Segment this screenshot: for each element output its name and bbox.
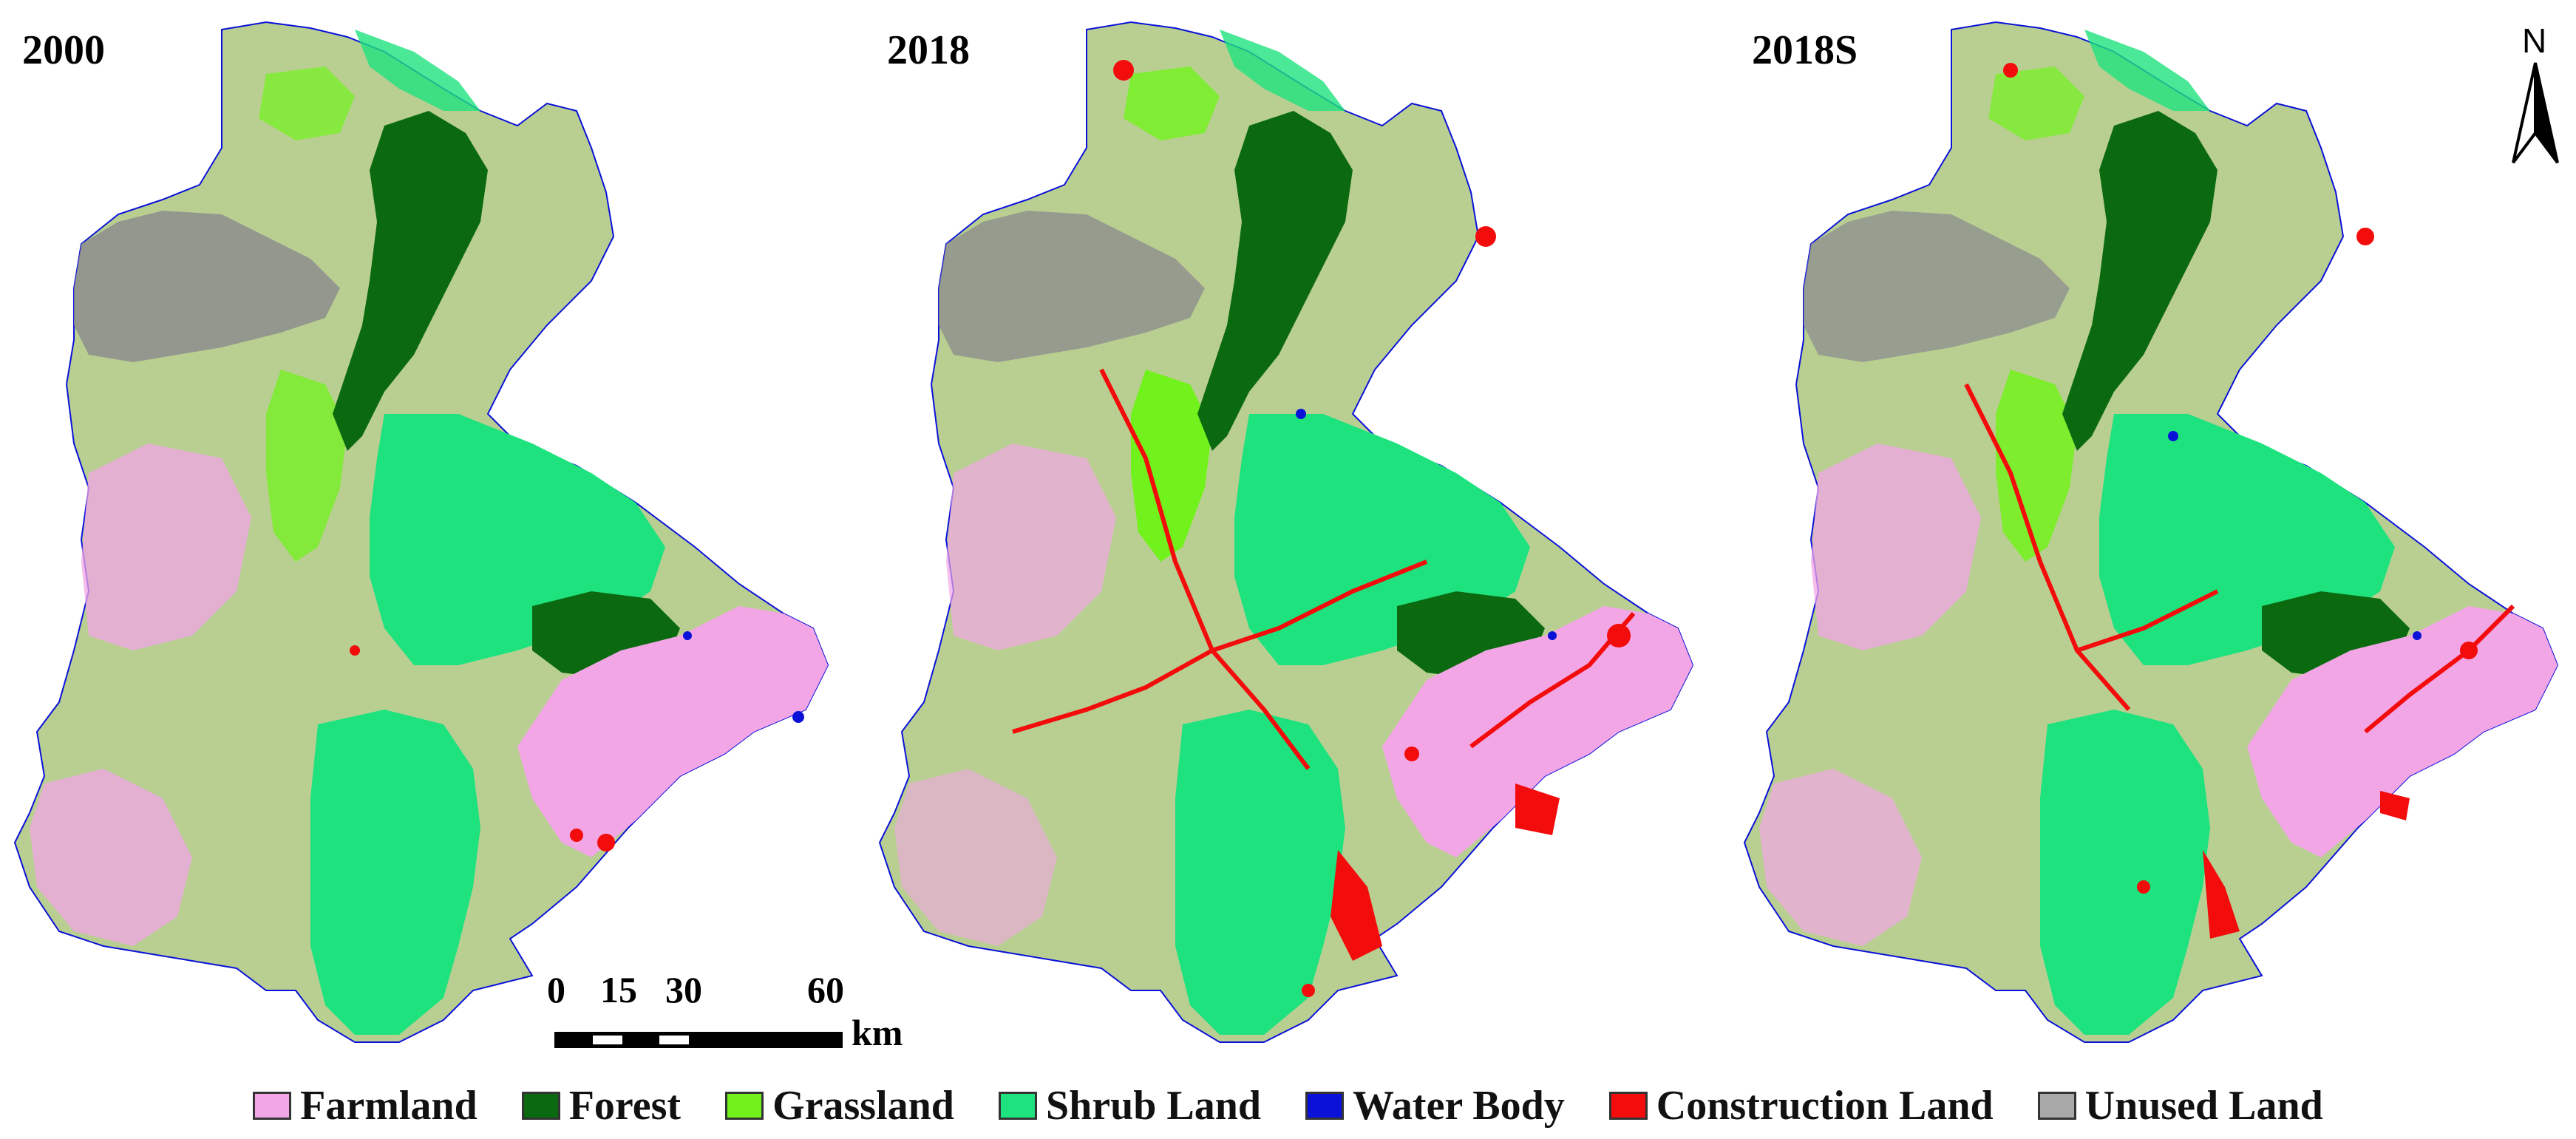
legend-item: Construction Land bbox=[1608, 1082, 1994, 1129]
water-spots bbox=[683, 631, 804, 723]
legend-label: Construction Land bbox=[1656, 1083, 1994, 1129]
construction-areas bbox=[1113, 60, 1631, 997]
construction-spots bbox=[350, 645, 615, 851]
water-body-swatch bbox=[1305, 1092, 1345, 1120]
scale-tick-label: 60 bbox=[807, 969, 844, 1010]
farmland-swatch bbox=[253, 1092, 292, 1120]
scale-unit: km bbox=[852, 1012, 903, 1053]
legend-label: Grassland bbox=[772, 1083, 954, 1129]
land-use-map-2018 bbox=[879, 21, 1693, 1043]
water-spots bbox=[1296, 409, 1557, 640]
construction-areas bbox=[2003, 63, 2478, 939]
grassland-swatch bbox=[725, 1092, 764, 1120]
panel-title: 2018S bbox=[1752, 27, 1858, 73]
legend-item: Unused Land bbox=[2037, 1082, 2323, 1129]
unused-land-swatch bbox=[2037, 1092, 2076, 1120]
legend-item: Shrub Land bbox=[998, 1082, 1262, 1129]
legend-label: Forest bbox=[568, 1083, 682, 1129]
map-panel-2000: 2000 bbox=[0, 0, 857, 1064]
north-label: N bbox=[2522, 21, 2547, 60]
legend: Farmland Forest Grassland Shrub Land Water B… bbox=[0, 1076, 2576, 1135]
shrub-land-swatch bbox=[998, 1092, 1037, 1120]
legend-item: Water Body bbox=[1305, 1082, 1565, 1129]
water-spots bbox=[2168, 431, 2422, 640]
legend-label: Water Body bbox=[1353, 1083, 1565, 1129]
scale-tick-label: 15 bbox=[600, 969, 637, 1010]
legend-item: Farmland bbox=[253, 1082, 478, 1129]
panel-title: 2018 bbox=[887, 27, 970, 73]
forest-swatch bbox=[521, 1092, 560, 1120]
legend-item: Forest bbox=[521, 1082, 682, 1129]
scale-bar-graphic bbox=[554, 1032, 843, 1048]
north-arrow-icon bbox=[2512, 62, 2559, 164]
construction-roads bbox=[1964, 383, 2515, 734]
map-panel-2018s: 2018S bbox=[1730, 0, 2576, 1064]
land-use-map-2018s bbox=[1744, 21, 2558, 1043]
panel-title: 2000 bbox=[22, 27, 105, 73]
legend-label: Shrub Land bbox=[1045, 1083, 1262, 1129]
scale-bar: 0 15 30 60 km bbox=[547, 968, 931, 1057]
scale-tick-label: 30 bbox=[665, 969, 702, 1010]
legend-label: Unused Land bbox=[2084, 1083, 2323, 1129]
scale-tick-label: 0 bbox=[547, 969, 565, 1010]
legend-label: Farmland bbox=[300, 1083, 478, 1129]
map-panel-2018: 2018 bbox=[865, 0, 1722, 1064]
legend-item: Grassland bbox=[725, 1082, 954, 1129]
construction-land-swatch bbox=[1608, 1092, 1648, 1120]
land-use-map-2000 bbox=[14, 21, 829, 1043]
